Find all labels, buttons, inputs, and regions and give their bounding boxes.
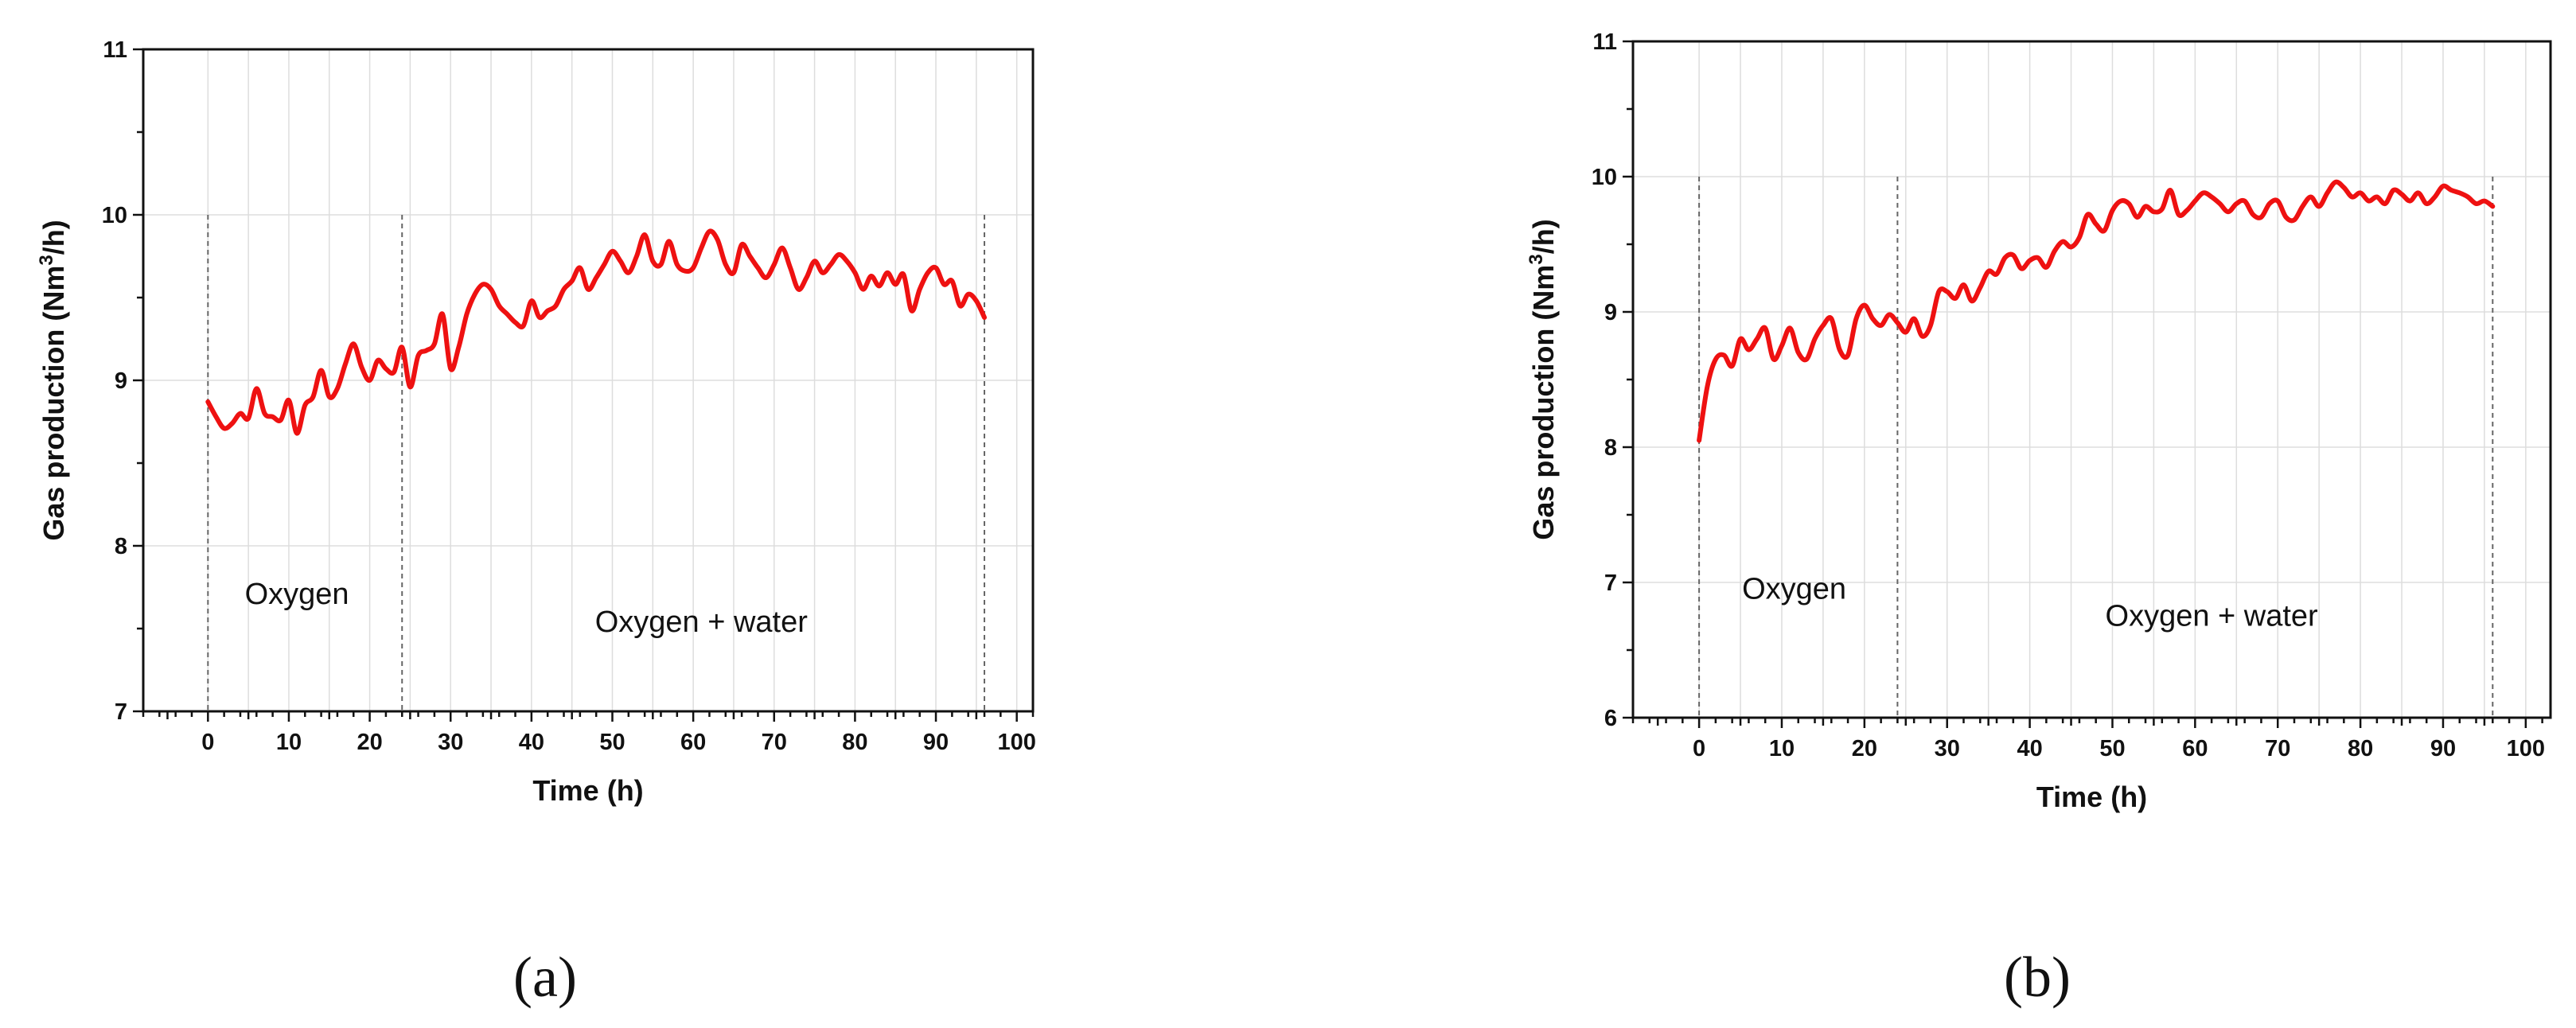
y-axis-title-main-a: Gas production (Nm xyxy=(37,266,70,541)
x-tick-label-b-1: 10 xyxy=(1769,736,1795,761)
y-tick-label-b-3: 9 xyxy=(1604,300,1617,325)
y-tick-label-a-2: 9 xyxy=(115,368,127,394)
x-tick-label-a-0: 0 xyxy=(201,730,214,755)
y-axis-title-a: Gas production (Nm3/h) xyxy=(36,220,70,540)
y-tick-label-a-3: 10 xyxy=(102,203,127,228)
chart-panel-b: 0 10 20 30 40 50 60 70 80 90 100 6 7 8 9 10 11 Oxygen Oxyg… xyxy=(1526,29,2552,813)
panel-label-a: (a) xyxy=(513,945,577,1009)
y-tick-label-b-1: 7 xyxy=(1604,570,1617,596)
x-tick-label-a-1: 10 xyxy=(276,730,302,755)
x-tick-label-a-3: 30 xyxy=(438,730,463,755)
y-tick-label-b-0: 6 xyxy=(1604,706,1617,731)
plot-frame-b xyxy=(1631,40,2552,719)
x-tick-label-b-6: 60 xyxy=(2182,736,2208,761)
annotation-a-0: Oxygen xyxy=(245,578,349,611)
y-axis-title-tail-a: /h) xyxy=(37,220,70,255)
x-tick-label-a-2: 20 xyxy=(357,730,382,755)
x-tick-label-b-3: 30 xyxy=(1935,736,1960,761)
x-tick-label-a-6: 60 xyxy=(680,730,706,755)
annotation-a-1: Oxygen + water xyxy=(595,606,809,639)
x-tick-label-b-8: 80 xyxy=(2348,736,2373,761)
y-axis-title-b: Gas production (Nm3/h) xyxy=(1526,219,1560,539)
x-tick-label-b-10: 100 xyxy=(2507,736,2545,761)
chart-panel-a: 0 10 20 30 40 50 60 70 80 90 100 7 8 9 10 11 Oxygen Oxyge… xyxy=(36,37,1036,807)
y-axis-title-sup-a: 3 xyxy=(36,255,57,265)
x-tick-label-b-4: 40 xyxy=(2017,736,2042,761)
x-tick-label-b-9: 90 xyxy=(2430,736,2456,761)
y-axis-title-tail-b: /h) xyxy=(1527,219,1560,254)
annotation-b-0: Oxygen xyxy=(1742,572,1846,606)
x-tick-label-a-10: 100 xyxy=(997,730,1035,755)
x-tick-label-b-2: 20 xyxy=(1852,736,1877,761)
y-axis-title-main-b: Gas production (Nm xyxy=(1527,265,1560,540)
y-tick-label-a-0: 7 xyxy=(115,699,127,725)
x-tick-label-a-9: 90 xyxy=(923,730,949,755)
panel-label-b: (b) xyxy=(2004,945,2071,1009)
x-tick-label-b-5: 50 xyxy=(2099,736,2125,761)
series-line-a-0 xyxy=(205,228,987,436)
y-tick-label-a-4: 11 xyxy=(103,37,127,63)
y-tick-label-b-2: 8 xyxy=(1604,435,1617,461)
x-tick-label-a-5: 50 xyxy=(599,730,625,755)
x-tick-label-b-0: 0 xyxy=(1693,736,1705,761)
x-tick-label-b-7: 70 xyxy=(2265,736,2290,761)
x-tick-label-a-4: 40 xyxy=(519,730,544,755)
series-line-b-0 xyxy=(1697,179,2496,443)
x-axis-title-b: Time (h) xyxy=(2036,781,2147,813)
y-tick-label-b-5: 11 xyxy=(1592,29,1617,55)
x-tick-label-a-7: 70 xyxy=(762,730,787,755)
y-axis-title-sup-b: 3 xyxy=(1526,254,1547,264)
x-tick-label-a-8: 80 xyxy=(842,730,867,755)
x-axis-title-a: Time (h) xyxy=(532,774,643,807)
annotation-b-1: Oxygen + water xyxy=(2106,599,2319,633)
y-tick-label-b-4: 10 xyxy=(1592,165,1617,190)
y-tick-label-a-1: 8 xyxy=(115,534,127,559)
